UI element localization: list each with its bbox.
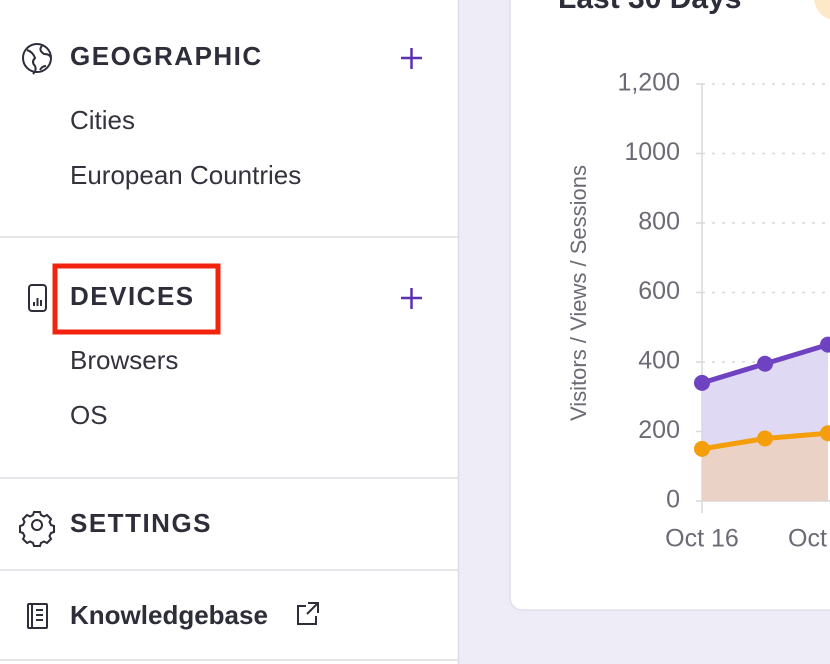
series-area: [702, 433, 828, 501]
data-point: [820, 336, 830, 353]
settings-icon: [19, 511, 55, 547]
knowledgebase-link[interactable]: Knowledgebase: [70, 600, 268, 630]
add-button[interactable]: [401, 48, 422, 69]
chart-title: Last 30 Days: [558, 0, 741, 15]
x-tick-label: Oct 16: [665, 525, 739, 553]
plot: 0 200 400 600 800 1000 1,200 Oct 16 Oct: [617, 69, 830, 553]
external-link-icon: [297, 602, 319, 625]
menu-item[interactable]: European Countries: [70, 160, 301, 190]
knowledgebase-icon: [27, 603, 48, 629]
y-tick-label: 400: [638, 347, 680, 375]
data-point: [820, 425, 830, 442]
geographic-icon: [22, 43, 52, 75]
data-point: [694, 374, 710, 391]
y-tick-label: 0: [666, 486, 680, 514]
badge: [814, 0, 830, 20]
menu-item[interactable]: OS: [70, 400, 108, 430]
menu-item[interactable]: Browsers: [70, 345, 178, 375]
section-title[interactable]: GEOGRAPHIC: [70, 41, 263, 71]
highlight-box: [52, 263, 221, 335]
data-point: [694, 440, 710, 457]
y-axis-label: Visitors / Views / Sessions: [566, 165, 591, 421]
section-title[interactable]: SETTINGS: [70, 508, 212, 538]
devices-icon: [28, 284, 47, 312]
y-tick-label: 600: [638, 277, 680, 305]
y-tick-label: 1000: [624, 138, 680, 166]
x-tick-label: Oct: [788, 525, 827, 553]
add-button[interactable]: [401, 288, 422, 309]
data-point: [757, 430, 773, 447]
y-tick-label: 800: [638, 208, 680, 236]
data-point: [757, 355, 773, 372]
y-tick-label: 200: [638, 416, 680, 444]
menu-item[interactable]: Cities: [70, 105, 135, 135]
y-tick-label: 1,200: [617, 69, 680, 97]
section-title[interactable]: DEVICES: [70, 281, 195, 311]
